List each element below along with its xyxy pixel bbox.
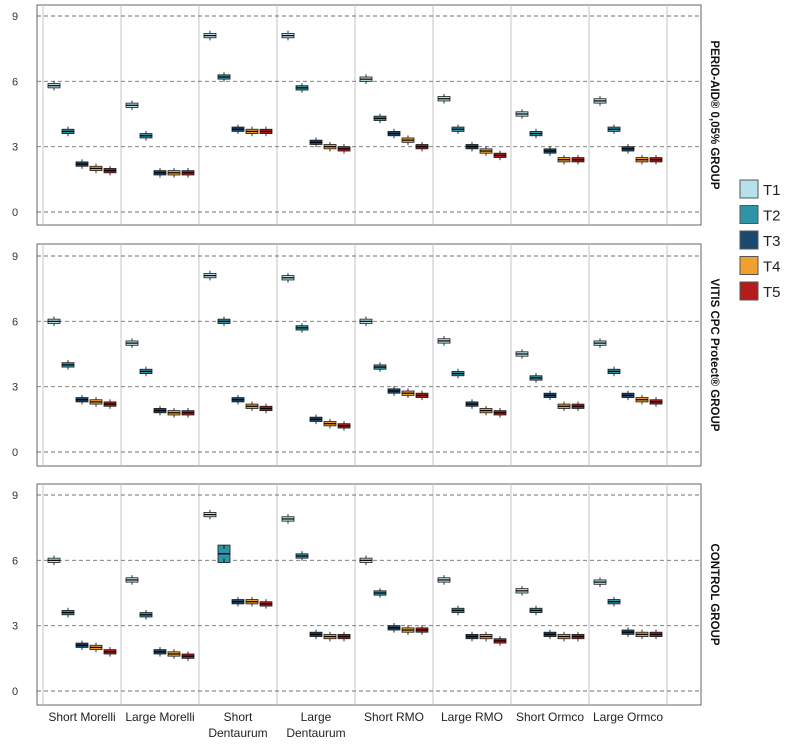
category-label: Short Ormco [516,710,584,724]
y-tick-label: 0 [12,686,18,698]
legend-swatch-T2 [739,205,759,224]
legend-swatch-T3 [739,230,759,250]
category-label: Large [301,710,332,724]
y-tick-label: 6 [12,316,18,328]
legend-swatch-T5 [739,281,759,301]
legend-swatch-T1 [739,179,759,199]
legend-label-T3: T3 [763,233,781,250]
y-tick-label: 9 [12,251,18,263]
panel-title: VITIS CPC Protect® GROUP [708,279,720,432]
category-label: Short RMO [364,710,424,724]
y-tick-label: 6 [12,76,18,88]
category-label: Short [224,710,253,724]
panel-1: 0 3 6 9 PERIO-AID® 0,05% GROUP [12,4,720,226]
category-label: Dentaurum [208,726,267,740]
panel-title: PERIO-AID® 0,05% GROUP [708,40,720,189]
panel-2: 0 3 6 9 VITIS CPC Protect® GROUP [12,243,720,467]
legend-label-T1: T1 [763,182,781,199]
category-label: Dentaurum [286,726,345,740]
category-label: Large RMO [441,710,503,724]
legend-swatch-T4 [739,256,759,275]
panel-frame [36,243,702,467]
legend-label-T2: T2 [763,208,781,225]
legend-label-T4: T4 [763,259,781,276]
y-tick-label: 6 [12,555,18,567]
y-tick-label: 3 [12,621,18,633]
category-label: Short Morelli [48,710,115,724]
y-tick-label: 3 [12,382,18,394]
panel-title: CONTROL GROUP [708,543,720,645]
panel-frame [36,483,702,706]
category-label: Large Ormco [593,710,663,724]
y-tick-label: 9 [12,490,18,502]
legend-label-T5: T5 [763,284,781,301]
y-tick-label: 9 [12,11,18,23]
panel-frame [36,4,702,226]
y-tick-label: 0 [12,207,18,219]
y-tick-label: 0 [12,447,18,459]
y-tick-label: 3 [12,142,18,154]
panel-3: 0 3 6 9 CONTROL GROUP [12,483,720,706]
category-label: Large Morelli [125,710,194,724]
